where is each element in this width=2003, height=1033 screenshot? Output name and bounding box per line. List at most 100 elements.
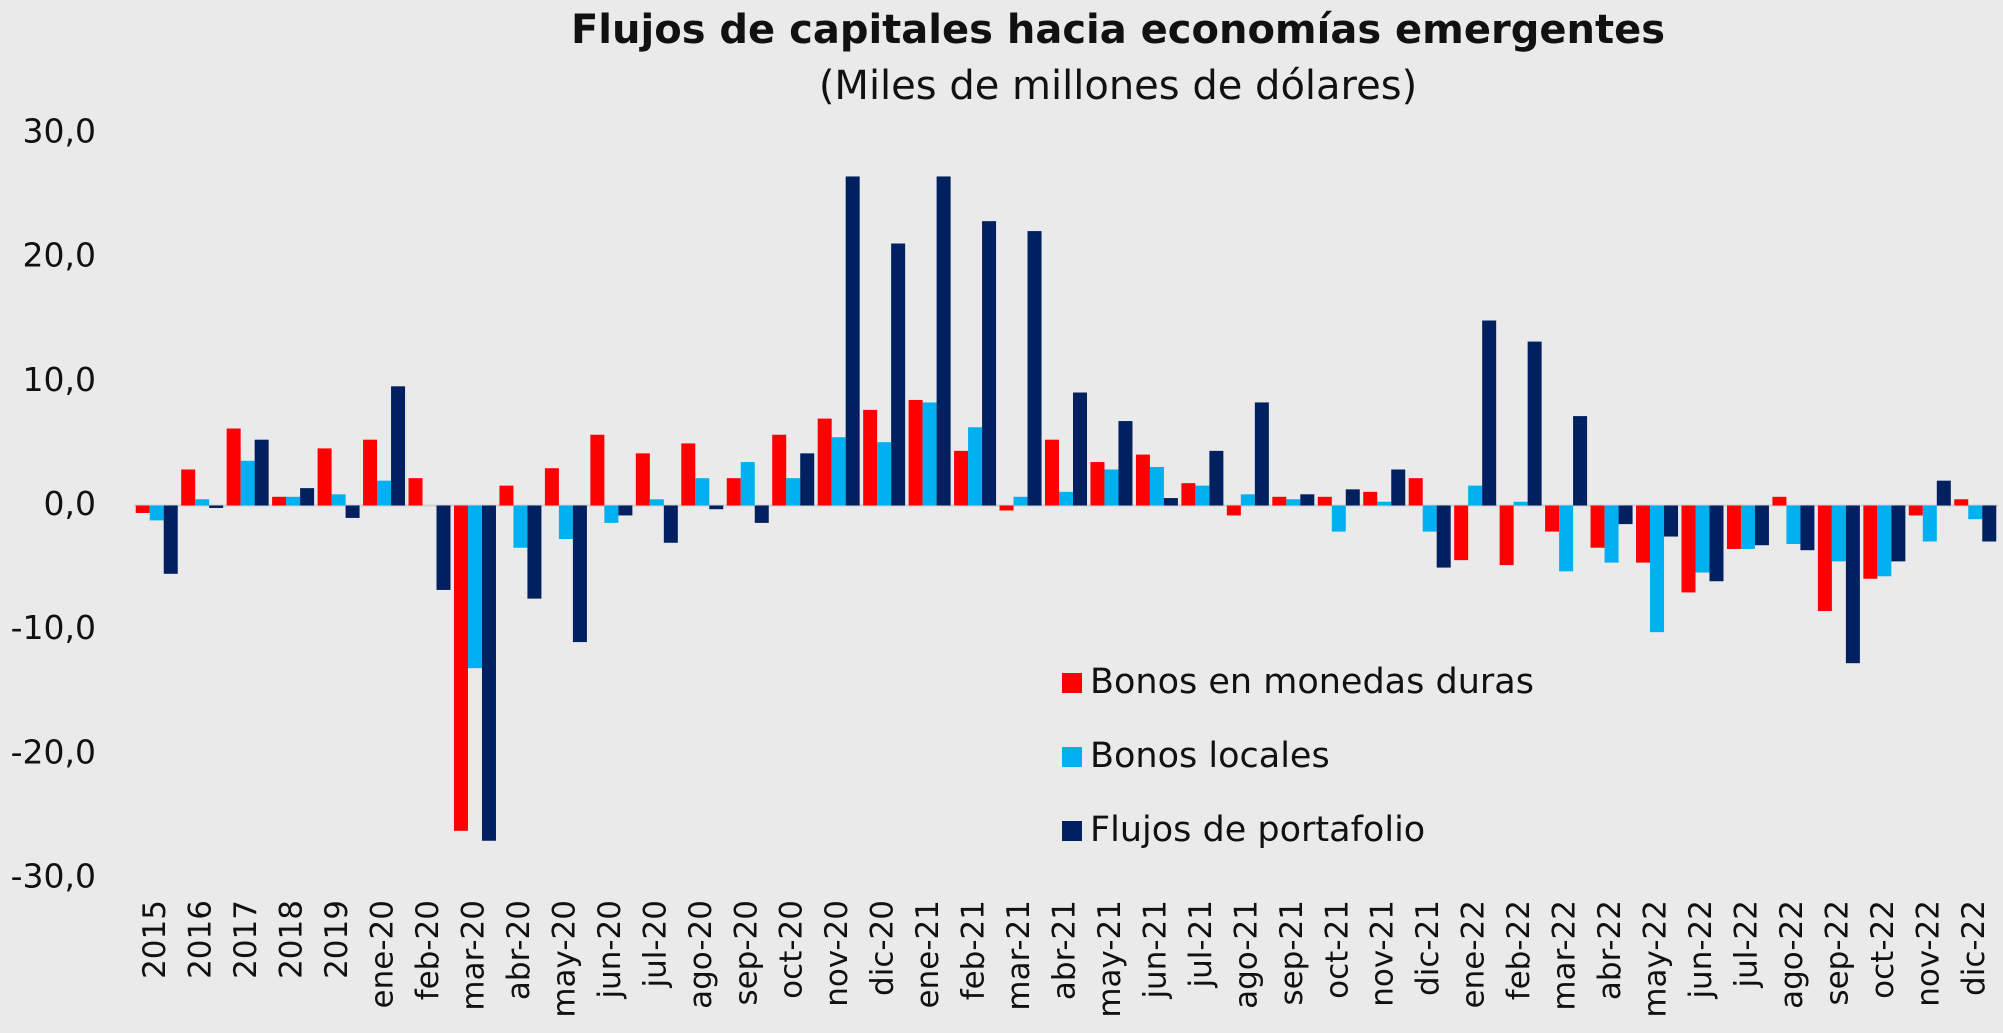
bar <box>1650 505 1665 633</box>
x-tick-label: nov-20 <box>819 900 855 1007</box>
bar <box>1027 231 1042 506</box>
x-tick-label: oct-21 <box>1319 900 1355 999</box>
bar <box>999 505 1014 511</box>
bar <box>1226 505 1241 516</box>
legend-swatch <box>1062 747 1082 767</box>
legend-label: Flujos de portafolio <box>1090 810 1425 850</box>
x-tick-label: jul-22 <box>1728 900 1764 989</box>
bar <box>786 478 801 506</box>
x-tick-label: mar-21 <box>1001 900 1037 1011</box>
bar <box>1726 505 1741 549</box>
bar <box>1181 483 1196 506</box>
bar <box>1936 480 1951 506</box>
legend-label: Bonos en monedas duras <box>1090 662 1534 702</box>
x-tick-label: 2019 <box>319 900 355 979</box>
bar <box>845 176 860 506</box>
bar <box>254 439 269 506</box>
bar <box>453 505 468 831</box>
x-tick-label: abr-22 <box>1592 900 1628 1000</box>
x-tick-label: nov-22 <box>1910 900 1946 1007</box>
bar <box>649 499 664 506</box>
bar <box>922 402 937 506</box>
x-tick-label: ago-21 <box>1228 900 1264 1009</box>
bar <box>1709 505 1724 582</box>
bar <box>513 505 528 548</box>
x-tick-label: may-21 <box>1092 900 1128 1018</box>
x-tick-label: mar-20 <box>455 900 491 1011</box>
bar <box>209 505 224 508</box>
x-tick-label: sep-21 <box>1274 900 1310 1006</box>
bar <box>317 448 332 506</box>
bar <box>817 418 832 506</box>
bar <box>1195 485 1210 506</box>
bar <box>1800 505 1815 551</box>
bar <box>1513 501 1528 506</box>
bar <box>1363 491 1378 506</box>
bar <box>936 176 951 506</box>
bar <box>1300 494 1315 506</box>
bar <box>740 462 755 506</box>
x-tick-label: oct-20 <box>774 900 810 999</box>
bar <box>1863 505 1878 579</box>
bar <box>1664 505 1679 537</box>
x-tick-label: ago-22 <box>1774 900 1810 1009</box>
legend-swatch <box>1062 821 1082 841</box>
bar <box>240 460 255 506</box>
bar <box>226 428 241 506</box>
bar <box>467 505 482 669</box>
bar <box>1059 491 1073 506</box>
bar <box>135 505 150 513</box>
bar <box>663 505 678 543</box>
x-tick-label: 2017 <box>228 900 264 979</box>
bar <box>1135 454 1150 506</box>
x-tick-label: may-22 <box>1638 900 1674 1018</box>
bar <box>772 434 787 506</box>
bar <box>572 505 587 643</box>
bar <box>481 505 496 841</box>
bar <box>1772 496 1787 506</box>
x-tick-label: abr-20 <box>501 900 537 1000</box>
bar <box>1104 469 1119 506</box>
bar <box>1468 485 1483 506</box>
x-tick-label: feb-20 <box>410 900 446 1000</box>
bar <box>754 505 769 523</box>
x-tick-label: dic-22 <box>1956 900 1992 996</box>
legend-label: Bonos locales <box>1090 736 1330 776</box>
bar <box>408 478 423 506</box>
x-tick-label: mar-22 <box>1547 900 1583 1011</box>
y-tick-label: -30,0 <box>11 857 96 896</box>
x-tick-label: feb-21 <box>956 900 992 1000</box>
x-tick-label: 2015 <box>137 900 173 979</box>
bar <box>891 243 906 506</box>
bar <box>195 499 210 506</box>
bar <box>1118 421 1133 506</box>
y-tick-label: 10,0 <box>23 360 96 399</box>
bar <box>1272 496 1287 506</box>
x-tick-label: ene-22 <box>1456 900 1492 1008</box>
bar <box>1817 505 1832 612</box>
bar <box>877 442 892 506</box>
bar <box>1877 505 1892 577</box>
bar <box>982 221 997 506</box>
bar <box>363 439 378 506</box>
bar <box>954 450 969 506</box>
x-tick-label: jun-22 <box>1683 900 1719 1000</box>
x-tick-label: ene-20 <box>365 900 401 1008</box>
x-tick-label: may-20 <box>546 900 582 1018</box>
bar <box>831 437 846 506</box>
bar <box>1982 505 1997 542</box>
x-tick-label: sep-22 <box>1819 900 1855 1006</box>
bar <box>1482 320 1497 506</box>
bar <box>1408 478 1423 506</box>
bar <box>800 453 815 506</box>
bar <box>1090 462 1105 506</box>
bar <box>1695 505 1710 573</box>
bar <box>1968 505 1983 520</box>
bar <box>377 480 392 506</box>
bar <box>1831 505 1846 562</box>
bar <box>1331 505 1346 532</box>
legend-swatch <box>1062 673 1082 693</box>
bar <box>331 494 346 506</box>
bar <box>300 488 315 506</box>
